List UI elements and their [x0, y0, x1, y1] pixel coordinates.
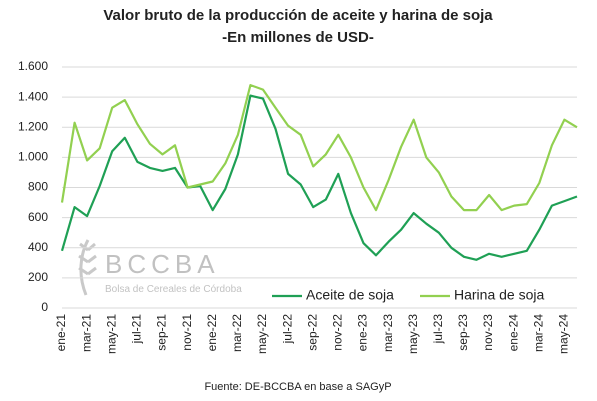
legend-label: Harina de soja	[454, 287, 544, 303]
y-tick-label: 1.400	[18, 89, 48, 103]
series-line	[60, 84, 578, 212]
chart-title: Valor bruto de la producción de aceite y…	[103, 7, 493, 24]
y-tick-label: 1.000	[18, 150, 48, 164]
y-tick-label: 1.200	[18, 119, 48, 133]
x-tick-label: mar-21	[79, 314, 93, 352]
x-tick-label: mar-22	[230, 314, 244, 352]
watermark-name: BCCBA	[105, 249, 220, 279]
watermark-subtitle: Bolsa de Cereales de Córdoba	[105, 284, 242, 295]
x-tick-label: sep-23	[456, 314, 470, 351]
legend-label: Aceite de soja	[306, 287, 394, 303]
x-tick-label: nov-21	[180, 314, 194, 351]
x-tick-label: jul-22	[280, 314, 294, 345]
x-tick-label: jul-21	[130, 314, 144, 345]
x-tick-label: ene-22	[205, 314, 219, 352]
y-tick-label: 0	[41, 300, 48, 314]
x-tick-label: may-21	[104, 314, 118, 354]
x-tick-label: ene-23	[356, 314, 370, 352]
x-tick-label: may-22	[255, 314, 269, 354]
x-tick-label: sep-22	[305, 314, 319, 351]
x-tick-label: jul-23	[431, 314, 445, 345]
source: Fuente: DE-BCCBA en base a SAGyP	[204, 381, 391, 393]
y-tick-label: 400	[28, 240, 48, 254]
x-tick-label: may-24	[557, 314, 571, 354]
x-tick-label: sep-21	[155, 314, 169, 351]
x-tick-label: ene-24	[506, 314, 520, 352]
x-tick-label: mar-23	[381, 314, 395, 352]
x-tick-label: ene-21	[54, 314, 68, 352]
y-tick-label: 600	[28, 210, 48, 224]
watermark-icon	[78, 239, 97, 296]
watermark: BCCBA Bolsa de Cereales de Córdoba	[78, 239, 242, 296]
x-tick-label: nov-23	[481, 314, 495, 351]
x-tick-label: nov-22	[331, 314, 345, 351]
y-tick-label: 1.600	[18, 59, 48, 73]
x-tick-label: may-23	[406, 314, 420, 354]
chart-subtitle: -En millones de USD-	[222, 29, 374, 46]
y-tick-label: 800	[28, 180, 48, 194]
x-tick-label: mar-24	[531, 314, 545, 352]
series-line	[60, 94, 578, 261]
y-tick-label: 200	[28, 270, 48, 284]
